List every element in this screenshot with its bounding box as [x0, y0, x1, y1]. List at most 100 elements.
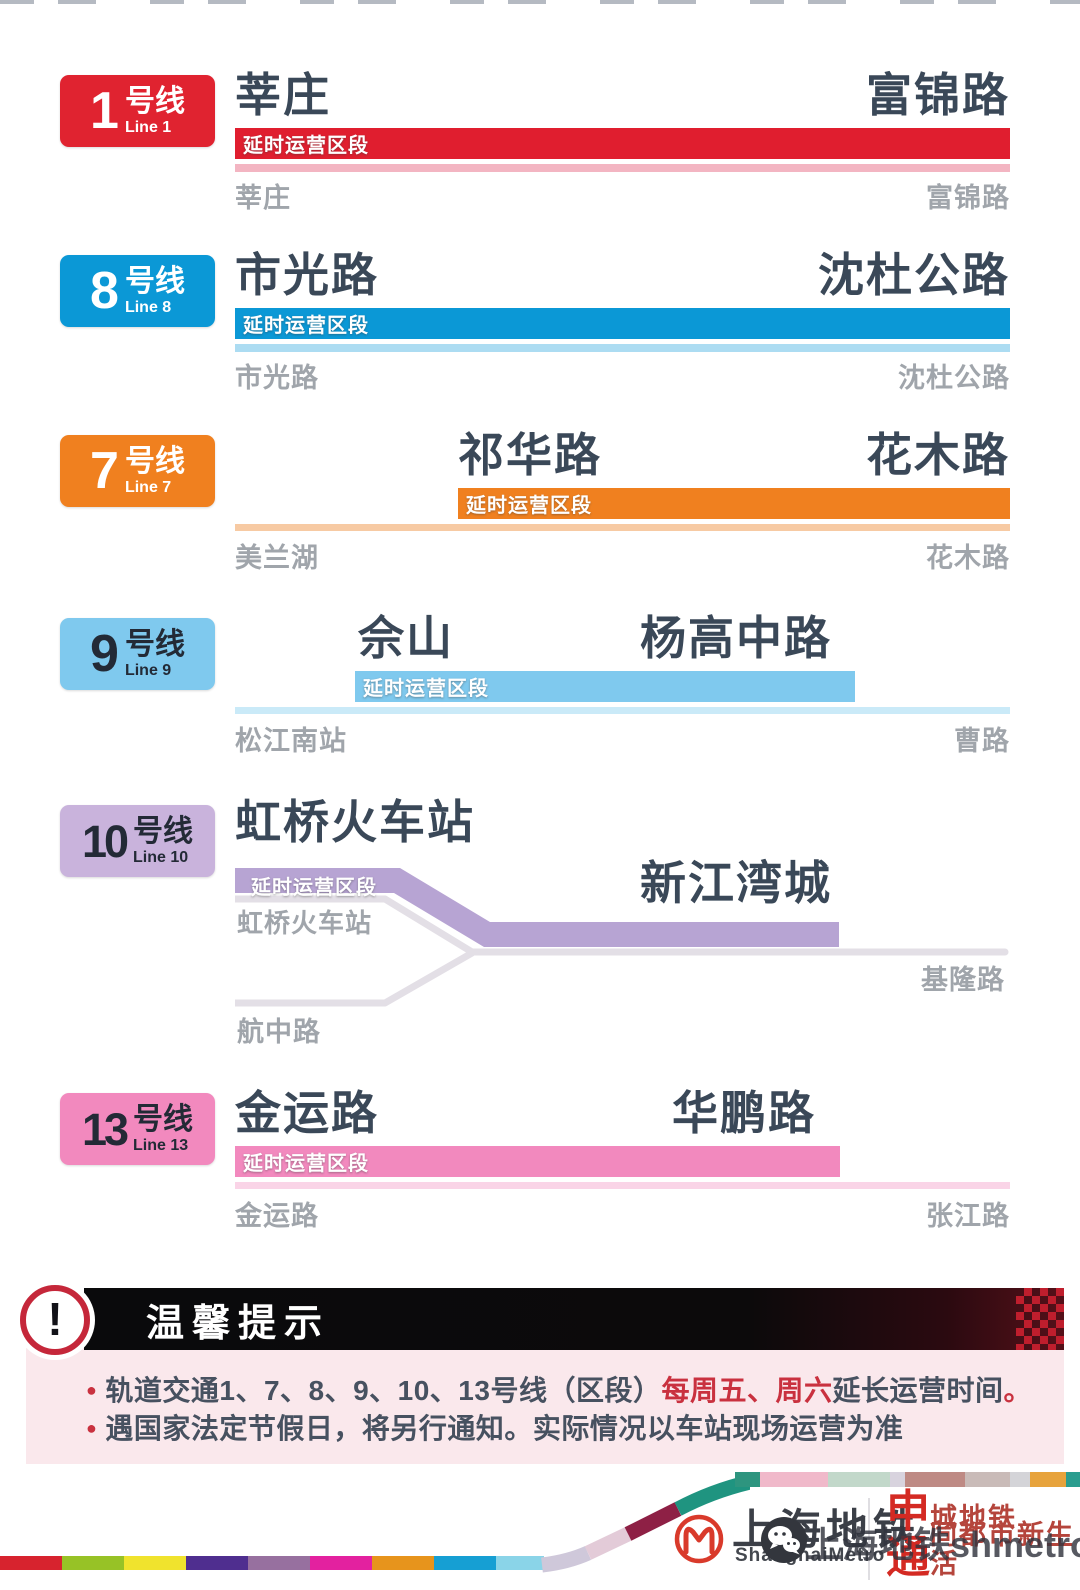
ribbon-segment [248, 1556, 310, 1570]
watermark-text: 上海地铁shmetro [806, 1524, 1080, 1565]
line10-branch-bottom-station: 航中路 [237, 1017, 321, 1047]
line9-extended-section-bar: 延时运营区段 [355, 671, 855, 702]
ribbon-segment [965, 1472, 1010, 1487]
line9-section-label: 延时运营区段 [363, 678, 489, 700]
ribbon-segment [624, 1502, 682, 1541]
ribbon-segment [584, 1527, 632, 1560]
notice-panel [26, 1348, 1064, 1464]
ribbon-segment [1066, 1472, 1080, 1487]
ribbon-segment [905, 1472, 965, 1487]
line8-terminus-right: 沈杜公路 [818, 249, 1010, 301]
line1-badge: 1 号线 Line 1 [60, 75, 215, 147]
bullet1-text-end: 延长运营时间 [832, 1375, 1004, 1406]
bullet1-period: 。 [1003, 1375, 1033, 1406]
wechat-icon [761, 1517, 807, 1563]
line1-number: 1 [90, 82, 119, 140]
line7-extended-section-bar: 延时运营区段 [458, 488, 1010, 519]
line9-section-end: 杨高中路 [640, 612, 832, 664]
line7-suffix: 号线 [124, 444, 185, 478]
line13-section-label: 延时运营区段 [243, 1153, 369, 1175]
line9-english: Line 9 [124, 661, 172, 679]
ribbon-segment [124, 1556, 186, 1570]
line8-badge: 8 号线 Line 8 [60, 255, 215, 327]
cropped-text-remnant [0, 0, 1080, 4]
bullet-dot-icon: ● [86, 1418, 98, 1438]
line13-section-end: 华鹏路 [672, 1087, 816, 1139]
bullet2-text: 遇国家法定节假日，将另行通知。实际情况以车站现场运营为准 [105, 1413, 904, 1444]
line9-suffix: 号线 [124, 627, 185, 661]
line10-section-start: 虹桥火车站 [235, 796, 475, 848]
line1-suffix: 号线 [124, 84, 185, 118]
line10-section-label: 延时运营区段 [251, 877, 377, 899]
line9-station-left: 松江南站 [235, 726, 347, 756]
line1-terminus-left: 莘庄 [235, 69, 331, 121]
line8-number: 8 [90, 262, 119, 320]
slogan-line2-rest: 同都市新生活 [930, 1519, 1075, 1580]
metro-lines-ribbon-bottom [0, 1556, 544, 1570]
notice-banner: 温馨提示 [84, 1288, 1064, 1350]
line10-branch-bottom-track [235, 949, 476, 1007]
shanghai-metro-logo-icon [674, 1514, 724, 1564]
line13-station-left: 金运路 [235, 1201, 319, 1231]
line8-station-left: 市光路 [235, 363, 319, 393]
line1-section-label: 延时运营区段 [243, 135, 369, 157]
ribbon-segment [1030, 1472, 1066, 1487]
line13-badge: 13 号线 Line 13 [60, 1093, 215, 1165]
footer-divider [868, 1498, 870, 1580]
line8-extended-section-bar: 延时运营区段 [235, 308, 1010, 339]
line7-station-left: 美兰湖 [235, 543, 319, 573]
line7-full-line-bar [235, 524, 1010, 531]
exclamation-glyph: ! [47, 1292, 63, 1345]
ribbon-segment [434, 1556, 496, 1570]
line8-terminus-left: 市光路 [235, 249, 379, 301]
line13-station-right: 张江路 [926, 1201, 1010, 1231]
notice-title: 温馨提示 [146, 1302, 331, 1345]
line1-english: Line 1 [124, 118, 172, 136]
notice-bullet-2: ● 遇国家法定节假日，将另行通知。实际情况以车站现场运营为准 [86, 1407, 1026, 1447]
ribbon-segment [62, 1556, 124, 1570]
line7-terminus-right: 花木路 [866, 429, 1010, 481]
line10-extended-section-band [235, 868, 839, 947]
line8-suffix: 号线 [124, 264, 185, 298]
line10-suffix: 号线 [133, 814, 194, 848]
bullet1-highlight: 每周五、周六 [661, 1375, 833, 1406]
line10-branch-diagram [235, 868, 1009, 1007]
line1-extended-section-bar: 延时运营区段 [235, 128, 1010, 159]
ribbon-segment [372, 1556, 434, 1570]
line1-terminus-right: 富锦路 [866, 69, 1010, 121]
line7-section-start: 祁华路 [458, 429, 602, 481]
slogan-line2-big: 通 [886, 1533, 930, 1582]
ribbon-segment [496, 1556, 544, 1570]
slogan-line1-rest: 城地铁 [930, 1503, 1017, 1534]
line13-extended-section-bar: 延时运营区段 [235, 1146, 840, 1177]
line10-section-end: 新江湾城 [640, 857, 832, 909]
line8-full-line-bar [235, 344, 1010, 352]
bullet-dot-icon: ● [86, 1380, 98, 1400]
line1-station-right: 富锦路 [926, 183, 1010, 213]
line13-number: 13 [81, 1103, 129, 1155]
ribbon-segment [760, 1472, 828, 1487]
bullet1-text: 轨道交通1、7、8、9、10、13号线（区段） [105, 1375, 662, 1406]
ribbon-segment [1010, 1472, 1030, 1487]
line8-station-right: 沈杜公路 [898, 363, 1010, 393]
line10-english: Line 10 [133, 848, 189, 866]
line7-number: 7 [90, 442, 119, 500]
checker-decoration [1016, 1288, 1064, 1350]
metro-lines-ribbon-top [735, 1472, 1080, 1487]
line8-english: Line 8 [124, 298, 172, 316]
line1-full-line-bar [235, 164, 1010, 172]
ribbon-segment [0, 1556, 62, 1570]
line7-badge: 7 号线 Line 7 [60, 435, 215, 507]
line13-full-line-bar [235, 1182, 1010, 1189]
line1-station-left: 莘庄 [235, 183, 291, 213]
line7-section-label: 延时运营区段 [466, 495, 592, 517]
line9-section-start: 佘山 [358, 612, 454, 664]
footer-slogan: 申 城地铁 通 同都市新生活 [886, 1490, 1080, 1580]
notice-bullet-1: ● 轨道交通1、7、8、9、10、13号线（区段）每周五、周六延长运营时间。 [86, 1369, 1032, 1409]
ribbon-segment [310, 1556, 372, 1570]
line10-badge: 10 号线 Line 10 [60, 805, 215, 877]
line10-station-right: 基隆路 [921, 965, 1005, 995]
slogan-line1-big: 申 [886, 1487, 930, 1536]
line7-station-right: 花木路 [926, 543, 1010, 573]
